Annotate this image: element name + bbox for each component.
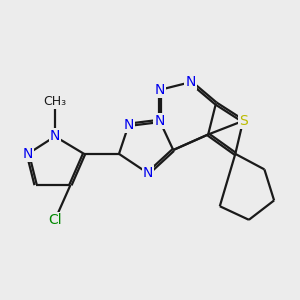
Text: N: N <box>23 147 33 161</box>
Text: Cl: Cl <box>48 213 62 227</box>
Text: N: N <box>154 114 165 128</box>
Text: N: N <box>124 118 134 132</box>
Text: N: N <box>154 83 165 97</box>
Text: N: N <box>143 166 153 180</box>
Text: CH₃: CH₃ <box>44 95 67 108</box>
Text: N: N <box>50 129 60 143</box>
Text: N: N <box>185 75 196 89</box>
Text: S: S <box>239 114 248 128</box>
